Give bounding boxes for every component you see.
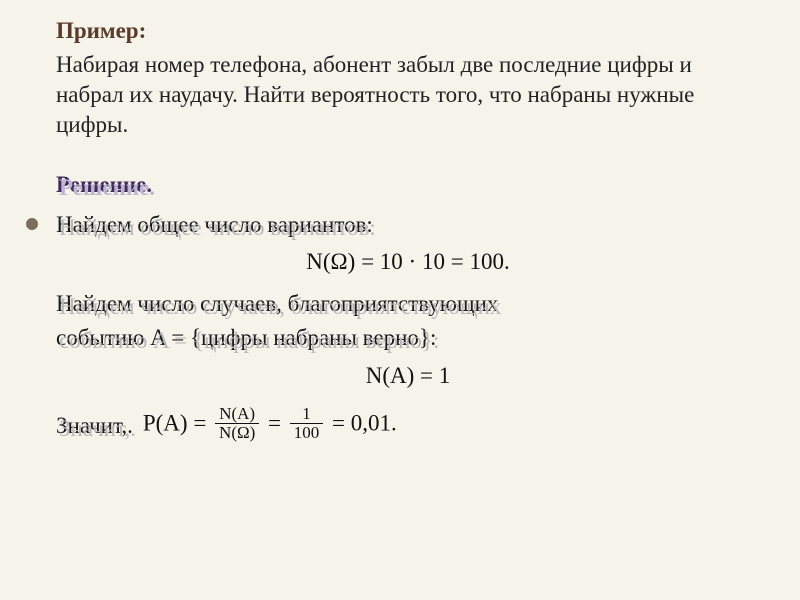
formula2-lhs: N(A) — [366, 363, 415, 388]
slide-container: Пример: Набирая номер телефона, абонент … — [0, 0, 800, 600]
final-prefix-shadow-dot-s: . — [130, 416, 136, 441]
example-title: Пример: — [56, 18, 760, 44]
eq-sign: = — [193, 411, 212, 436]
bullet-decoration — [26, 218, 38, 230]
eq-sign: = — [332, 411, 351, 436]
formula1-result: 100 — [469, 249, 504, 274]
formula-favorable: N(A) = 1 — [56, 363, 760, 389]
step1-text-shadow: Найдем общее число вариантов: — [59, 213, 376, 243]
final-prefix: Значит,. Значит,. — [56, 411, 133, 441]
formula1-lhs: N(Ω) — [306, 249, 355, 274]
solution-heading-shadow: Решение. — [59, 173, 155, 203]
period: . — [504, 249, 510, 274]
frac2-den: 100 — [290, 423, 324, 442]
step2-line2-shadow: событию A = {цифры набраны верно}: — [59, 326, 439, 356]
step2-text-line2: событию A = {цифры набраны верно}: событ… — [56, 323, 760, 353]
fraction-1-100: 1 100 — [290, 405, 324, 442]
final-prefix-shadow: Значит,. — [59, 414, 136, 444]
frac1-den: N(Ω) — [215, 423, 259, 442]
formula2-result: 1 — [439, 363, 451, 388]
eq-sign: = — [420, 363, 439, 388]
formula-total-outcomes: N(Ω) = 10 · 10 = 100. — [56, 249, 760, 275]
final-prefix-word-s: Значит, — [59, 416, 130, 441]
eq-sign: = — [268, 411, 287, 436]
eq-sign: = — [451, 249, 470, 274]
frac2-num: 1 — [290, 405, 324, 423]
step1-text: Найдем общее число вариантов: Найдем общ… — [56, 210, 760, 240]
formula1-op: 10 · 10 — [380, 249, 445, 274]
frac1-num: N(A) — [215, 405, 259, 423]
solution-heading-base: Решение. — [56, 170, 760, 200]
final-row: Значит,. Значит,. P(A) = N(A) N(Ω) = 1 1… — [56, 407, 760, 444]
problem-statement: Набирая номер телефона, абонент забыл дв… — [56, 50, 760, 140]
formula3-result: 0,01 — [351, 411, 391, 436]
solution-heading: Решение. Решение. — [56, 170, 760, 200]
formula3-trailing: . — [391, 411, 397, 436]
formula-probability: P(A) = N(A) N(Ω) = 1 100 = 0,01. — [143, 407, 397, 444]
formula3-lhs: P(A) — [143, 411, 188, 436]
eq-sign: = — [361, 249, 380, 274]
fraction-na-nomega: N(A) N(Ω) — [215, 405, 259, 442]
step2-text-line1: Найдем число случаев, благоприятствующих… — [56, 289, 760, 319]
step2-line1-shadow: Найдем число случаев, благоприятствующих — [59, 292, 501, 322]
